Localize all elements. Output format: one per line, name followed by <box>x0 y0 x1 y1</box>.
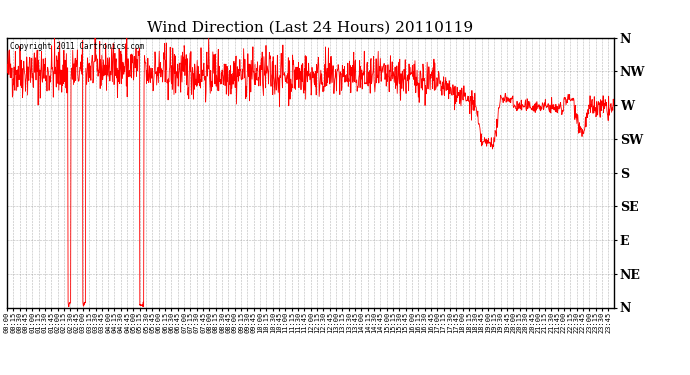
Title: Wind Direction (Last 24 Hours) 20110119: Wind Direction (Last 24 Hours) 20110119 <box>148 21 473 35</box>
Text: Copyright 2011 Cartronics.com: Copyright 2011 Cartronics.com <box>10 42 144 51</box>
